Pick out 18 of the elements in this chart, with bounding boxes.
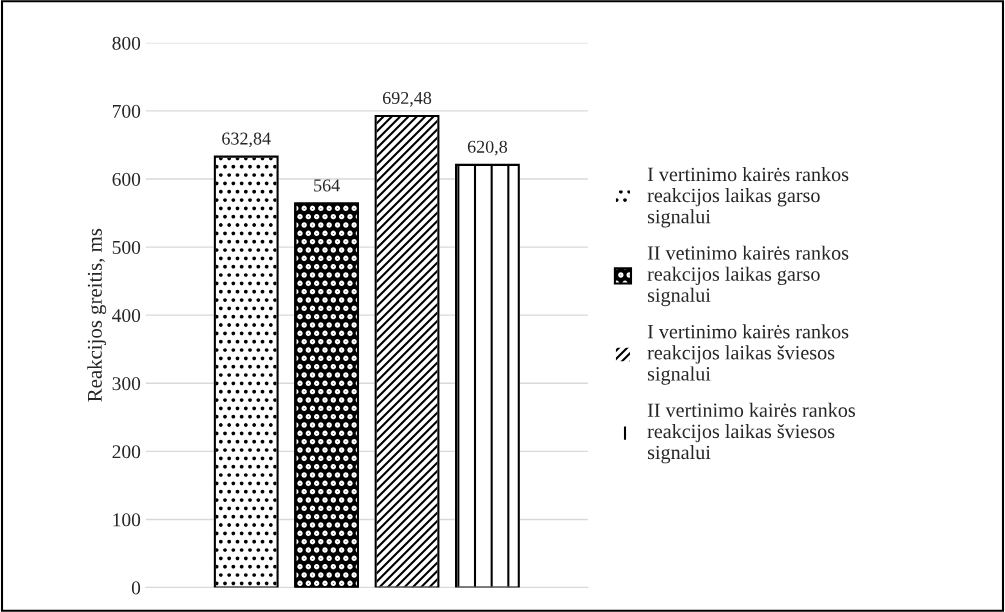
- legend-label: I vertinimo kairės rankos reakcijos laikas šviesos signalui: [647, 324, 849, 385]
- y-tick-label: 700: [112, 104, 141, 118]
- y-tick-label: 100: [113, 513, 141, 527]
- data-label: 620,8: [467, 140, 508, 156]
- legend-label: II vertinimo kairės rankos reakcijos laikas šviesos signalui: [647, 402, 855, 464]
- y-tick-label: 400: [112, 309, 141, 323]
- y-axis-title: Reakcijos greitis, ms: [87, 228, 107, 402]
- y-tick-label: 0: [131, 581, 141, 595]
- y-tick-label: 500: [112, 240, 141, 255]
- y-tick-label: 300: [112, 377, 141, 391]
- y-tick-label: 800: [112, 36, 141, 50]
- legend-label: II vetinimo kairės rankos reakcijos laikas garso signalui: [647, 245, 849, 307]
- legend-label: I vertinimo kairės rankos reakcijos laikas garso signalui: [647, 167, 849, 228]
- data-label: 692,48: [382, 91, 432, 107]
- y-tick-label: 600: [112, 172, 141, 186]
- y-tick-label: 200: [112, 445, 141, 459]
- data-label: 564: [314, 179, 340, 192]
- data-label: 632,84: [222, 132, 271, 148]
